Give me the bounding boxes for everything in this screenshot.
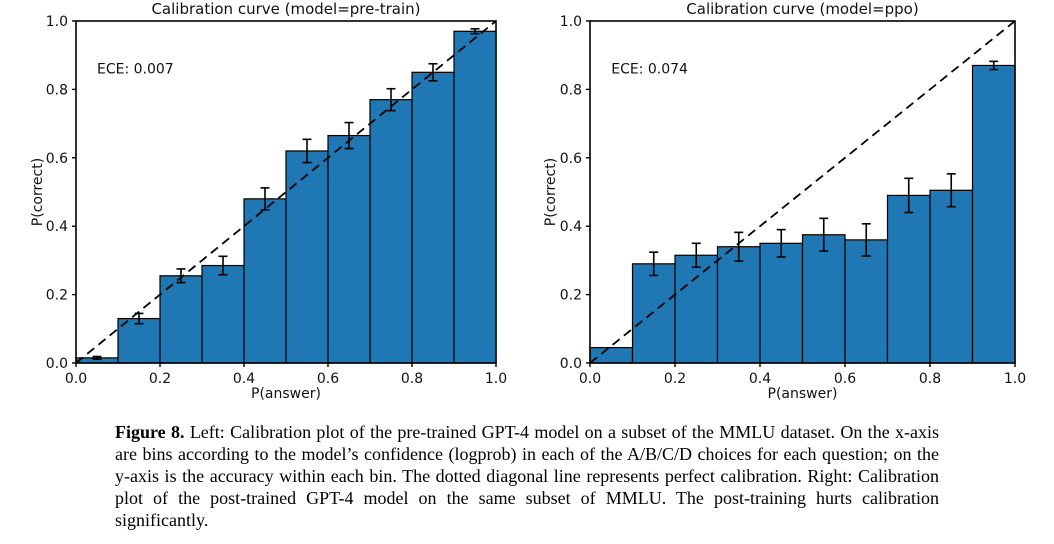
calibration-bar xyxy=(201,264,245,364)
calibration-bar xyxy=(243,198,287,364)
calibration-bar xyxy=(674,254,719,364)
x-tick-label: 0.0 xyxy=(65,371,87,387)
x-tick-label: 0.8 xyxy=(401,371,423,387)
x-tick-label: 0.0 xyxy=(579,371,601,387)
x-axis-label: P(answer) xyxy=(768,386,838,402)
calibration-bar xyxy=(285,150,329,364)
x-tick-label: 0.2 xyxy=(664,371,686,387)
y-tick-label: 0.6 xyxy=(560,151,582,167)
y-tick-label: 1.0 xyxy=(560,14,582,30)
x-tick-label: 1.0 xyxy=(485,371,507,387)
calibration-bar xyxy=(631,263,676,364)
calibration-bar xyxy=(589,347,634,364)
chart-title: Calibration curve (model=ppo) xyxy=(686,0,918,18)
calibration-bar xyxy=(411,71,455,364)
y-tick-label: 0.4 xyxy=(46,219,68,235)
calibration-chart-ppo: 0.0 0.2 0.4 0.6 0.8 1.0 0.0 0.2 0.4 0.6 0.8 1.0 Cali… xyxy=(543,0,1026,402)
y-tick-label: 0.0 xyxy=(560,356,582,372)
figure-caption: Figure 8. Left: Calibration plot of the … xyxy=(115,421,939,531)
calibration-chart-pretrain: 0.0 0.2 0.4 0.6 0.8 1.0 0.0 0.2 0.4 0.6 0.8 1.0 Cali… xyxy=(30,0,507,402)
perfect-calibration-line xyxy=(589,20,1016,364)
calibration-bar xyxy=(801,234,846,364)
plot-border xyxy=(589,20,1016,364)
calibration-bar xyxy=(886,194,931,364)
y-axis-label: P(correct) xyxy=(543,158,559,226)
y-tick-label: 0.0 xyxy=(46,356,68,372)
calibration-bar xyxy=(369,99,413,364)
x-tick-label: 0.8 xyxy=(919,371,941,387)
y-tick-label: 0.8 xyxy=(560,82,582,98)
x-tick-label: 0.4 xyxy=(233,371,255,387)
ece-annotation: ECE: 0.074 xyxy=(611,61,688,77)
calibration-bar xyxy=(759,242,804,364)
x-tick-label: 0.6 xyxy=(317,371,339,387)
calibration-bar xyxy=(971,64,1016,364)
figure-caption-text: Left: Calibration plot of the pre-traine… xyxy=(115,422,939,530)
figure-caption-label: Figure 8. xyxy=(115,422,185,442)
chart-title: Calibration curve (model=pre-train) xyxy=(151,0,420,18)
y-tick-label: 1.0 xyxy=(46,14,68,30)
plot-border xyxy=(75,20,497,364)
perfect-calibration-line xyxy=(75,20,497,364)
y-tick-label: 0.6 xyxy=(46,151,68,167)
calibration-bar xyxy=(929,189,974,364)
y-tick-label: 0.8 xyxy=(46,82,68,98)
calibration-bar xyxy=(716,246,761,364)
calibration-bar xyxy=(453,30,497,364)
x-tick-label: 1.0 xyxy=(1004,371,1026,387)
y-tick-label: 0.4 xyxy=(560,219,582,235)
x-tick-label: 0.2 xyxy=(149,371,171,387)
x-tick-label: 0.4 xyxy=(749,371,771,387)
ece-annotation: ECE: 0.007 xyxy=(97,61,174,77)
calibration-bar xyxy=(117,317,161,364)
x-tick-label: 0.6 xyxy=(834,371,856,387)
calibration-bar xyxy=(844,239,889,364)
x-axis-label: P(answer) xyxy=(251,386,321,402)
calibration-bar xyxy=(327,134,371,364)
y-tick-label: 0.2 xyxy=(46,288,68,304)
y-tick-label: 0.2 xyxy=(560,288,582,304)
y-axis-label: P(correct) xyxy=(30,158,46,226)
